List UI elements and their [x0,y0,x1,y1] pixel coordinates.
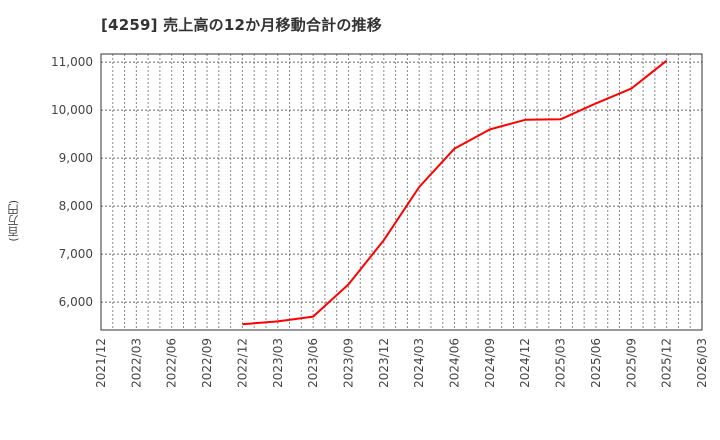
x-tick-label: 2026/03 [695,338,709,388]
y-tick-label: 7,000 [59,247,93,261]
x-tick-label: 2024/09 [483,338,497,388]
x-tick-label: 2024/03 [412,338,426,388]
x-tick-label: 2023/09 [341,338,355,388]
y-tick-label: 6,000 [59,295,93,309]
x-tick-label: 2023/06 [306,338,320,388]
x-tick-label: 2024/06 [448,338,462,388]
grid-lines [101,54,702,330]
x-tick-label: 2022/03 [129,338,143,388]
x-tick-label: 2022/12 [235,338,249,388]
y-axis-ticks: 6,000 7,000 8,000 9,000 10,000 11,000 [51,55,93,309]
x-axis-ticks: 2021/12 2022/03 2022/06 2022/09 2022/12 2023/… [94,338,709,388]
plot-frame [100,53,703,331]
y-tick-label: 10,000 [51,103,93,117]
y-tick-label: 8,000 [59,199,93,213]
x-tick-label: 2025/06 [589,338,603,388]
chart-title: [4259] 売上高の12か月移動合計の推移 [101,16,382,34]
y-tick-label: 9,000 [59,151,93,165]
x-tick-label: 2025/09 [624,338,638,388]
x-tick-label: 2025/03 [554,338,568,388]
x-tick-label: 2021/12 [94,338,108,388]
sales-line [242,59,668,326]
x-tick-label: 2023/03 [271,338,285,388]
y-tick-label: 11,000 [51,55,93,69]
x-tick-label: 2025/12 [660,338,674,388]
x-tick-label: 2024/12 [518,338,532,388]
x-tick-label: 2022/09 [200,338,214,388]
x-tick-label: 2023/12 [377,338,391,388]
x-tick-label: 2022/06 [165,338,179,388]
